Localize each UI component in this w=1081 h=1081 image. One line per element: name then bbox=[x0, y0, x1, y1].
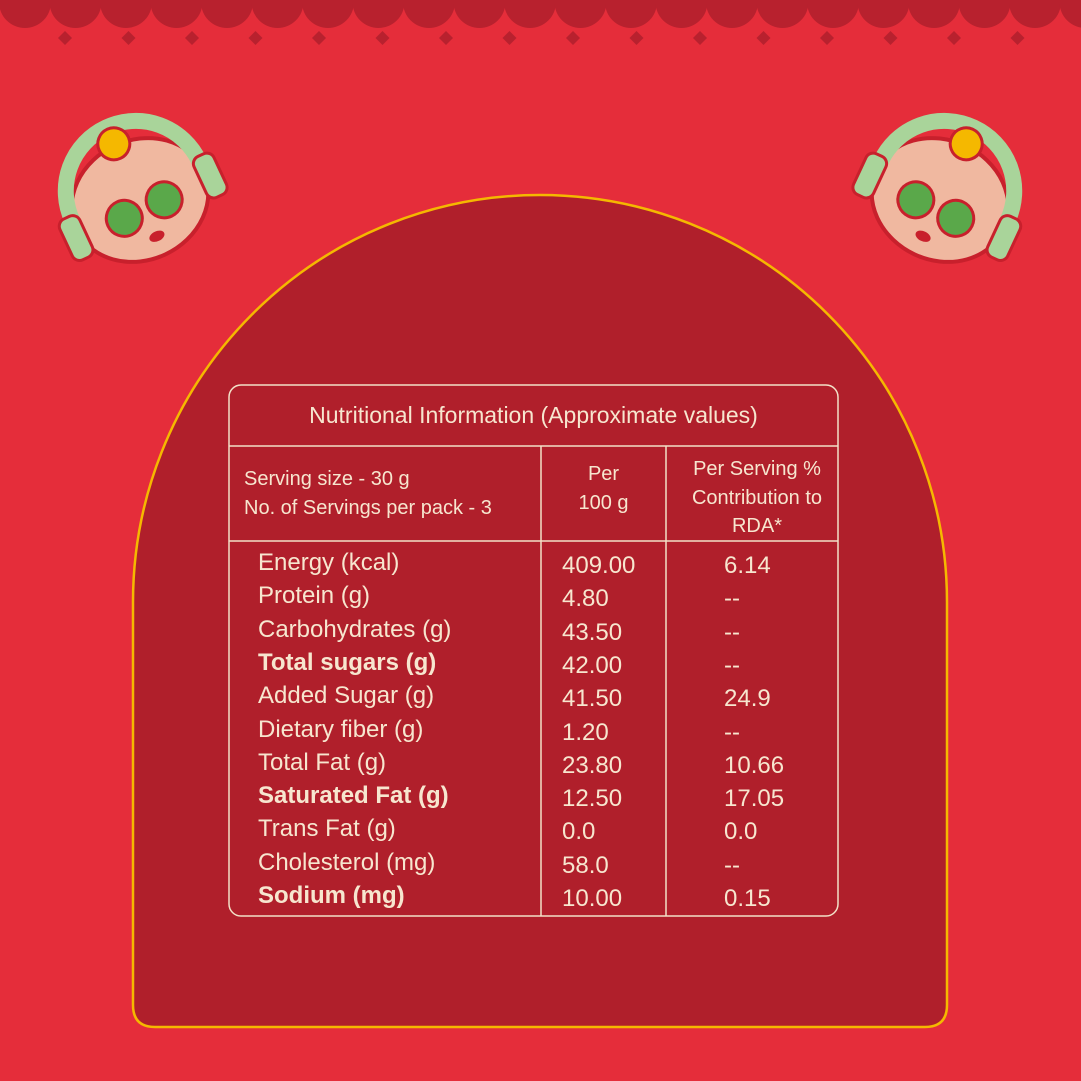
nutrient-value: 43.50 bbox=[562, 618, 623, 646]
nutrient-label: Added Sugar (g) bbox=[258, 682, 435, 710]
scallop bbox=[100, 0, 152, 28]
nutrient-label: Total Fat (g) bbox=[258, 748, 387, 776]
nutrient-value: 0.0 bbox=[724, 818, 758, 846]
diamond bbox=[439, 31, 453, 45]
arch bbox=[131, 193, 949, 1029]
header-cell: Serving size - 30 g bbox=[244, 468, 410, 490]
header-cell: Per bbox=[587, 463, 620, 485]
nutrient-value: -- bbox=[724, 585, 740, 613]
diamond bbox=[1010, 31, 1025, 45]
scallop bbox=[302, 0, 354, 28]
nutrient-value: 12.50 bbox=[562, 785, 623, 813]
diamond bbox=[375, 31, 390, 45]
nutrient-value: 0.15 bbox=[724, 885, 771, 912]
face-right bbox=[851, 113, 1023, 264]
header-cell: Contribution to bbox=[691, 487, 823, 509]
scallop bbox=[0, 0, 51, 28]
diamond bbox=[121, 31, 136, 45]
nutrient-label: Sodium (mg) bbox=[258, 882, 405, 909]
diamond bbox=[820, 31, 834, 45]
header-cell: 100 g bbox=[578, 492, 629, 514]
nutrient-value: 17.05 bbox=[724, 785, 785, 813]
diamond bbox=[693, 31, 707, 45]
scallop-border bbox=[0, 0, 1081, 28]
scallop bbox=[908, 0, 960, 28]
diamond bbox=[566, 31, 580, 45]
nutrient-value: -- bbox=[724, 618, 740, 646]
nutrient-label: Cholesterol (mg) bbox=[258, 848, 436, 876]
header-cell: RDA* bbox=[731, 515, 782, 537]
face-left bbox=[57, 113, 229, 264]
scallop bbox=[201, 0, 253, 28]
scallop bbox=[403, 0, 455, 28]
nutrient-value: 1.20 bbox=[562, 718, 609, 746]
scallop bbox=[352, 0, 405, 28]
nutrient-value: 10.66 bbox=[724, 751, 785, 779]
scallop bbox=[49, 0, 102, 28]
nutrient-label: Energy (kcal) bbox=[258, 549, 400, 576]
nutrient-value: 24.9 bbox=[724, 685, 771, 713]
nutrient-value: 10.00 bbox=[562, 885, 623, 912]
scallop bbox=[1009, 0, 1061, 28]
nutrient-label: Total sugars (g) bbox=[258, 648, 437, 676]
diamond bbox=[185, 31, 199, 45]
scallop bbox=[1059, 0, 1081, 28]
diamond bbox=[883, 31, 898, 45]
nutrient-value: 58.0 bbox=[562, 851, 609, 879]
scallop bbox=[807, 0, 859, 28]
table-frame bbox=[228, 384, 839, 917]
table-title: Nutritional Information (Approximate val… bbox=[309, 402, 758, 428]
nutrient-value: 41.50 bbox=[562, 685, 623, 713]
scallop bbox=[150, 0, 203, 28]
diamond bbox=[502, 31, 517, 45]
nutrient-value: 6.14 bbox=[724, 552, 771, 579]
diamond bbox=[248, 31, 263, 45]
nutrient-value: -- bbox=[724, 718, 740, 746]
scallop bbox=[453, 0, 506, 28]
scallop bbox=[756, 0, 809, 28]
diamond-border bbox=[58, 31, 1025, 45]
nutrient-value: 23.80 bbox=[562, 751, 623, 779]
diamond bbox=[947, 31, 961, 45]
nutrient-value: -- bbox=[724, 851, 740, 879]
diamond bbox=[58, 31, 72, 45]
nutrient-label: Trans Fat (g) bbox=[258, 815, 396, 843]
nutrient-value: 4.80 bbox=[562, 585, 609, 613]
nutrient-value: -- bbox=[724, 651, 740, 679]
scallop bbox=[655, 0, 708, 28]
nutrient-label: Protein (g) bbox=[258, 582, 371, 610]
diamond bbox=[756, 31, 771, 45]
diamond bbox=[312, 31, 326, 45]
nutrient-value: 42.00 bbox=[562, 651, 623, 679]
scallop bbox=[605, 0, 657, 28]
scallop bbox=[857, 0, 910, 28]
nutrient-label: Dietary fiber (g) bbox=[258, 715, 424, 743]
nutrient-label: Saturated Fat (g) bbox=[258, 782, 449, 810]
nutrient-label: Carbohydrates (g) bbox=[258, 615, 452, 643]
header-cell: Per Serving % bbox=[693, 458, 821, 480]
scallop bbox=[706, 0, 758, 28]
scallop bbox=[958, 0, 1011, 28]
scallop bbox=[554, 0, 607, 28]
scallop bbox=[504, 0, 556, 28]
nutrient-value: 0.0 bbox=[562, 818, 596, 846]
scallop bbox=[251, 0, 304, 28]
nutrient-value: 409.00 bbox=[562, 552, 636, 579]
header-cell: No. of Servings per pack - 3 bbox=[244, 497, 492, 519]
diamond bbox=[629, 31, 644, 45]
